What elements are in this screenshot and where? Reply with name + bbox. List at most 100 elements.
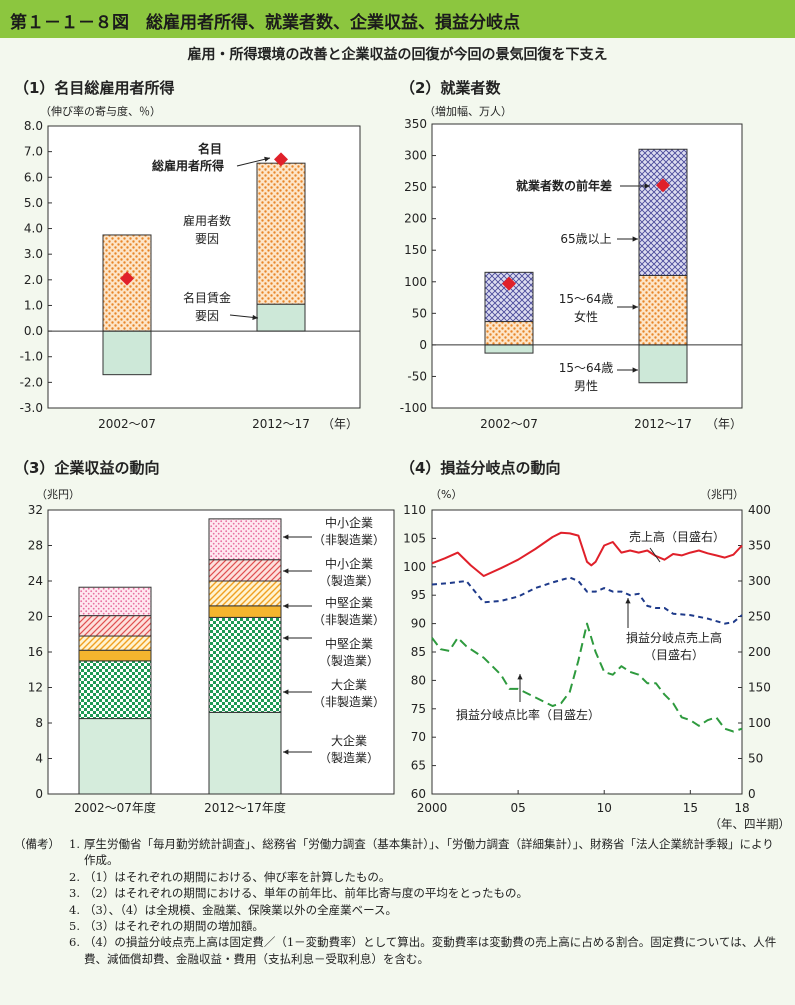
panel-3-label: 中堅企業 [325,636,373,651]
panel-1-y-tick: 8.0 [24,119,43,133]
panel-3-y-tick: 16 [28,645,43,659]
panel-2-y-tick: -50 [407,369,427,383]
panel-3-label: （非製造業） [313,533,385,547]
panel-3-label: （非製造業） [313,695,385,709]
notes: （備考） 1. 厚生労働省「毎月勤労統計調査」、総務省「労働力調査（基本集計）」、「… [14,836,784,967]
panel-4-x-tick: 15 [683,801,698,815]
panel-2-label-men: 15～64歳 [559,361,614,375]
charts-canvas: （1）名目総雇用者所得 （伸び率の寄与度、％）8.0 7.0 6.0 5.0 4.0 3.0… [14,79,790,830]
panel-4-right-tick: 400 [748,503,771,517]
panel-2-x-tick: 2002～07 [480,417,538,431]
panel-2-arrow-marker-head [644,183,650,189]
panel-3-y-tick: 4 [35,752,43,766]
panel-3-label-arrow-head [283,568,289,574]
panel-4-arrow-breakeven-ratio-head [517,674,523,680]
panel-4-x-tick: 10 [597,801,612,815]
panel-1-y-tick: -3.0 [20,401,43,415]
panel-2-bar-men [638,344,688,384]
panel-2-marker [656,178,670,193]
note-number: 6. [69,935,80,950]
panel-3-bar-small-nonmfg [208,518,282,561]
panel-3-y-tick: 0 [35,787,43,801]
panel-3-bar-mid-mfg [78,649,152,662]
note-2: 2. （1）はそれぞれの期間における、伸び率を計算したもの。 [14,869,784,885]
note-text: （3）、（4）は全規模、金融業、保険業以外の全産業ベース。 [84,902,398,917]
panel-3-label-arrow-head [283,635,289,641]
panel-3-bar-mid-nonmfg [78,635,152,651]
panel-3-label: 中堅企業 [325,595,373,610]
note-3: 3. （2）はそれぞれの期間における、単年の前年比、前年比寄与度の平均をとったもの… [14,885,784,901]
panel-1-marker [274,152,288,167]
panel-1-label-wage: 要因 [195,309,219,323]
note-number: 5. [69,919,80,934]
panel-2-x-tick: 2012～17 [634,417,692,431]
panel-4-left-unit: （%） [430,488,462,501]
panel-2-label-women: 15～64歳 [559,292,614,306]
panel-3-bar-small-mfg [78,615,152,637]
panel-3-bar-mid-nonmfg [208,580,282,607]
panel-3-bar-mid-mfg [208,605,282,618]
panel-1-y-tick: 0.0 [24,324,43,338]
panel-2-y-tick: 300 [404,149,427,163]
panel-2-label-women: 女性 [574,309,598,324]
panel-4-right-tick: 200 [748,645,771,659]
note-text: （1）はそれぞれの期間における、伸び率を計算したもの。 [84,869,391,884]
panel-2-y-tick: 50 [412,306,427,320]
panel-1-y-tick: 7.0 [24,145,43,159]
panel-2-y-tick: -100 [400,401,427,415]
panel-4-left-tick: 95 [411,588,426,602]
note-6: 6. （4）の損益分岐点売上高は固定費／（1－変動費率）として算出。変動費率は変動… [14,934,784,967]
panel-3-title: （3）企業収益の動向 [14,459,159,477]
panel-2-label-marker: 就業者数の前年差 [516,178,612,193]
panel-1-label-wage: 名目賃金 [183,290,231,305]
panel-4-left-tick: 70 [411,730,426,744]
panel-4-arrow-breakeven-sales-head [625,598,631,604]
panel-4-right-unit: （兆円） [700,488,744,501]
panel-4-left-tick: 100 [403,560,426,574]
panel-4-right-tick: 100 [748,716,771,730]
panel-4-title: （4）損益分岐点の動向 [400,459,560,477]
panel-2-bar-over65 [638,148,688,276]
panel-3-bar-large-mfg [208,711,282,795]
panel-3-label: （製造業） [319,751,379,765]
panel-3-label: 中小企業 [325,556,373,571]
panel-1-y-tick: -2.0 [20,375,43,389]
note-number: 4. [69,902,80,917]
notes-label: （備考） [14,837,60,851]
panel-3-unit-label: （兆円） [36,488,80,501]
note-number: 3. [69,886,80,901]
panel-3-label: 大企業 [331,733,367,748]
panel-3-label-arrow-head [283,749,289,755]
panel-3-label: 大企業 [331,677,367,692]
panel-3-y-tick: 12 [28,681,43,695]
panel-4-right-tick: 50 [748,752,763,766]
panel-4-line-sales [431,531,743,577]
panel-3-y-tick: 8 [35,716,43,730]
panel-4-pointer-sales [649,547,661,563]
panel-3-y-tick: 24 [28,574,43,588]
panel-2-y-tick: 100 [404,275,427,289]
panel-1-bar-wage [256,303,306,332]
panel-1-label-marker: 名目 [198,141,222,156]
panel-2-y-tick: 0 [419,338,427,352]
panel-2-plot-frame [431,123,743,409]
panel-3-label: （製造業） [319,574,379,588]
panel-4-line-breakeven-sales [431,576,743,625]
panel-1-arrow-marker-head [264,156,270,162]
panel-1-arrow-marker [236,157,271,167]
panel-2-y-tick: 200 [404,212,427,226]
figure-subtitle: 雇用・所得環境の改善と企業収益の回復が今回の景気回復を下支え [187,47,608,63]
panel-4-plot-frame [431,509,743,795]
panel-4-x-tick: 05 [510,801,525,815]
panel-2-bar-men [484,344,534,354]
panel-4-left-tick: 80 [411,673,426,687]
panel-1-label-employees: 要因 [195,232,219,246]
panel-1-title: （1）名目総雇用者所得 [14,79,174,97]
panel-4-right-tick: 300 [748,574,771,588]
panel-1-label-marker: 総雇用者所得 [152,158,224,173]
panel-2-arrow-men-head [632,367,638,373]
panel-3-x-tick: 2002～07年度 [74,800,156,815]
panel-4-left-tick: 110 [403,503,426,517]
panel-4-right-tick: 0 [748,787,756,801]
